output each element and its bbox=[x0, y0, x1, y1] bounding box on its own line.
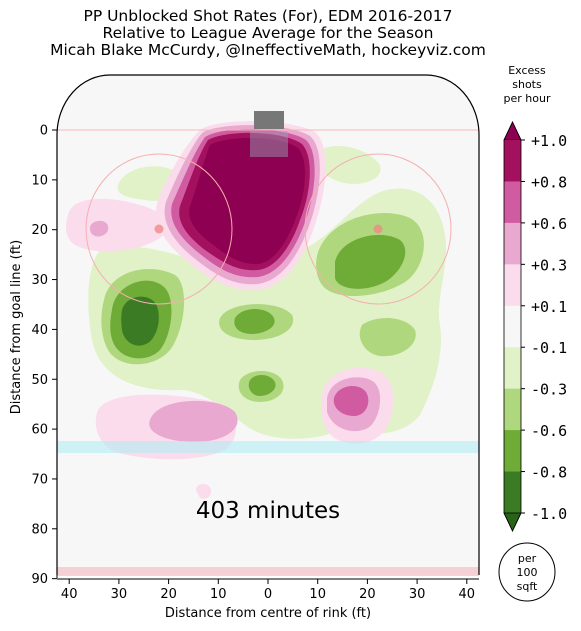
colorbar-tick-label: +0.1 bbox=[531, 298, 567, 316]
units-badge-line-3: sqft bbox=[517, 580, 538, 593]
heatmap-contours bbox=[65, 121, 447, 499]
goal-crease bbox=[250, 131, 288, 157]
colorbar-band bbox=[504, 222, 521, 265]
chart-title-line-3: Micah Blake McCurdy, @IneffectiveMath, h… bbox=[50, 41, 486, 59]
colorbar-title-line-2: shots bbox=[512, 78, 542, 91]
x-tick-label: 10 bbox=[309, 587, 326, 602]
faceoff-circle-left bbox=[85, 153, 233, 305]
blue-line bbox=[57, 441, 479, 453]
x-tick-label: 30 bbox=[409, 587, 426, 602]
colorbar-band bbox=[504, 305, 521, 348]
y-tick-label: 60 bbox=[31, 423, 48, 438]
colorbar-band bbox=[504, 347, 521, 390]
chart-title-line-2: Relative to League Average for the Seaso… bbox=[102, 24, 434, 42]
rink-boards bbox=[56, 74, 480, 575]
y-tick-label: 50 bbox=[31, 373, 48, 388]
y-tick-label: 20 bbox=[31, 223, 48, 238]
contour-neg-0.6-lower-center bbox=[248, 374, 276, 396]
x-tick-label: 10 bbox=[210, 587, 227, 602]
units-badge-line-1: per bbox=[518, 552, 537, 565]
colorbar-tick-label: +1.0 bbox=[531, 132, 567, 150]
y-tick-label: 10 bbox=[31, 173, 48, 188]
x-tick-label: 0 bbox=[264, 587, 272, 602]
contour-pos-0.1-bottom-dot bbox=[196, 484, 212, 499]
x-tick-label: 40 bbox=[459, 587, 476, 602]
contour-neg-0.3-lower-right bbox=[359, 318, 416, 357]
y-tick-label: 40 bbox=[31, 323, 48, 338]
contour-neg-1.0-left bbox=[121, 296, 159, 346]
colorbar-tick-label: +0.8 bbox=[531, 173, 567, 191]
goal-net bbox=[254, 111, 284, 129]
colorbar-tick-label: -0.8 bbox=[531, 464, 567, 482]
colorbar-band bbox=[504, 264, 521, 307]
chart-title-line-1: PP Unblocked Shot Rates (For), EDM 2016-… bbox=[83, 7, 453, 25]
colorbar-title-line-1: Excess bbox=[508, 64, 546, 77]
x-tick-label: 20 bbox=[359, 587, 376, 602]
colorbar-title-line-3: per hour bbox=[503, 92, 551, 105]
colorbar-tick-label: -0.3 bbox=[531, 381, 567, 399]
colorbar-tick-label: +0.3 bbox=[531, 256, 567, 274]
y-tick-label: 80 bbox=[31, 522, 48, 537]
colorbar-tick-label: -0.1 bbox=[531, 339, 567, 357]
faceoff-circle-right bbox=[304, 153, 452, 305]
units-badge-line-2: 100 bbox=[517, 566, 538, 579]
colorbar-tick-label: -1.0 bbox=[531, 505, 567, 523]
colorbar-bottom-arrow bbox=[503, 512, 522, 532]
contour-neg-0.6-center bbox=[234, 309, 275, 334]
units-badge-circle bbox=[498, 542, 556, 602]
colorbar: +1.0 +0.8 +0.6 +0.3 +0.1 -0.1 -0.3 -0.6 -0.8 -1.0 bbox=[503, 121, 567, 532]
contour-pos-0.1-left bbox=[65, 198, 168, 252]
contour-pos-0.3-left-dot bbox=[90, 220, 109, 237]
colorbar-top-arrow bbox=[503, 121, 522, 141]
faceoff-dot-right bbox=[373, 224, 383, 234]
colorbar-band bbox=[504, 388, 521, 431]
centre-line bbox=[57, 567, 479, 576]
colorbar-tick-label: -0.6 bbox=[531, 422, 567, 440]
x-axis-label: Distance from centre of rink (ft) bbox=[165, 606, 371, 621]
colorbar-tick-label: +0.6 bbox=[531, 215, 567, 233]
y-tick-label: 0 bbox=[40, 124, 48, 139]
colorbar-band bbox=[504, 430, 521, 473]
x-axis-ticks: 40 30 20 10 0 10 20 30 40 bbox=[61, 579, 475, 602]
y-tick-label: 30 bbox=[31, 273, 48, 288]
x-tick-label: 20 bbox=[160, 587, 177, 602]
contour-pos-0.6-lower-right bbox=[333, 386, 369, 416]
colorbar-band bbox=[504, 471, 521, 514]
y-axis-ticks: 0 10 20 30 40 50 60 70 80 90 bbox=[31, 124, 57, 587]
units-badge: per 100 sqft bbox=[498, 542, 556, 602]
contour-pos-1.0-center bbox=[189, 137, 306, 265]
colorbar-band bbox=[504, 140, 521, 182]
x-tick-label: 30 bbox=[111, 587, 128, 602]
y-tick-label: 70 bbox=[31, 472, 48, 487]
y-tick-label: 90 bbox=[31, 572, 48, 587]
contour-pos-0.3-lower-left bbox=[149, 400, 238, 442]
colorbar-band bbox=[504, 181, 521, 224]
contour-neg-0.6-right bbox=[335, 234, 406, 289]
y-axis-label: Distance from goal line (ft) bbox=[9, 240, 24, 414]
minutes-label: 403 minutes bbox=[196, 498, 340, 524]
x-tick-label: 40 bbox=[61, 587, 78, 602]
faceoff-dot-left bbox=[154, 224, 164, 234]
rink-markings bbox=[57, 111, 479, 576]
